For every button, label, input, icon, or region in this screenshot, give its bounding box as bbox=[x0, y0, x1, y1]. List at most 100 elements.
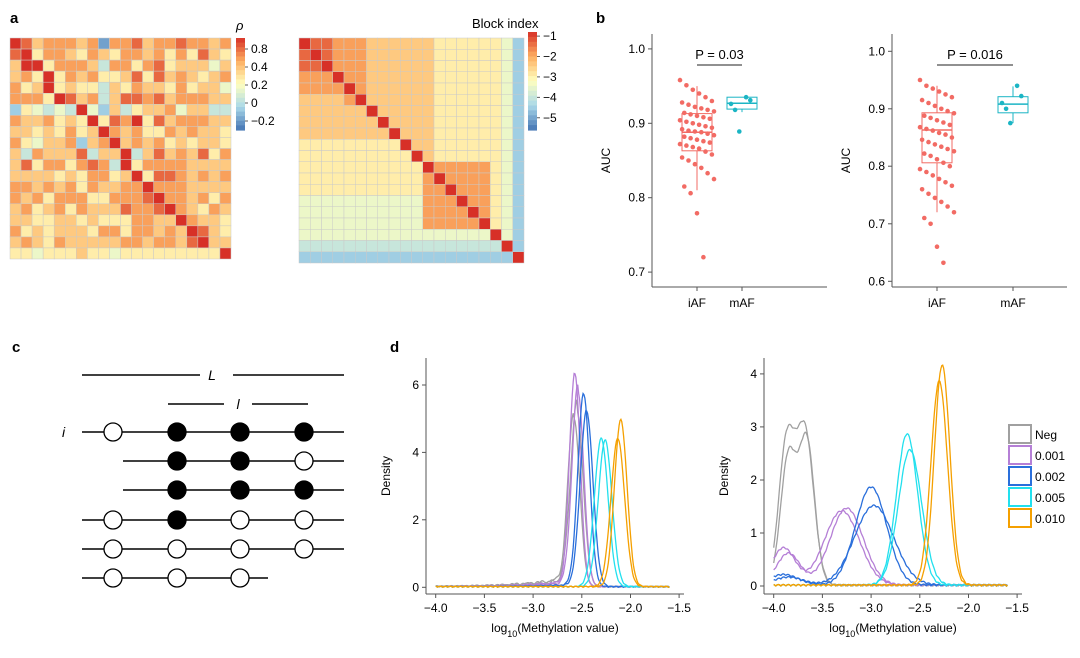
unmethylated-site bbox=[103, 422, 123, 442]
heatmap-cell bbox=[433, 105, 446, 117]
heatmap-cell bbox=[186, 93, 199, 105]
heatmap-cell bbox=[219, 214, 232, 227]
heatmap-cell bbox=[490, 240, 502, 252]
data-point bbox=[936, 176, 942, 182]
heatmap-cell bbox=[31, 37, 44, 50]
heatmap-cell bbox=[120, 115, 132, 127]
heatmap-cell bbox=[65, 59, 77, 72]
colorbar-segment bbox=[528, 100, 537, 107]
heatmap-cell bbox=[501, 139, 513, 151]
data-point bbox=[919, 97, 925, 103]
heatmap-cell bbox=[411, 105, 423, 117]
heatmap-cell bbox=[87, 115, 99, 127]
heatmap-cell bbox=[400, 37, 412, 50]
heatmap-cell bbox=[175, 37, 188, 50]
heatmap-cell bbox=[65, 70, 77, 83]
heatmap-cell bbox=[109, 236, 121, 249]
colorbar-segment bbox=[528, 95, 537, 102]
heatmap-cell bbox=[65, 192, 77, 204]
heatmap-cell bbox=[53, 225, 66, 238]
x-tick-label: −2.5 bbox=[908, 601, 932, 615]
heatmap-cell bbox=[366, 94, 378, 106]
colorbar-segment bbox=[528, 125, 537, 131]
heatmap-cell bbox=[512, 71, 525, 84]
heatmap-cell bbox=[153, 214, 165, 227]
data-point bbox=[682, 134, 687, 139]
heatmap-cell bbox=[219, 192, 232, 204]
heatmap-cell bbox=[343, 139, 356, 151]
heatmap-cell bbox=[186, 59, 199, 72]
data-point bbox=[711, 132, 717, 138]
heatmap-cell bbox=[76, 70, 88, 83]
heatmap-cell bbox=[175, 81, 188, 94]
data-point bbox=[917, 124, 923, 130]
heatmap-cell bbox=[377, 240, 390, 252]
heatmap-cell bbox=[512, 217, 525, 230]
heatmap-cell bbox=[490, 49, 502, 61]
heatmap-cell bbox=[456, 60, 468, 72]
heatmap-cell bbox=[490, 251, 502, 264]
heatmap-cell bbox=[164, 115, 176, 127]
heatmap-cell bbox=[467, 229, 480, 241]
data-point bbox=[928, 153, 933, 159]
heatmap-cell bbox=[164, 192, 176, 204]
heatmap-cell bbox=[310, 60, 322, 72]
heatmap-cell bbox=[377, 127, 390, 140]
data-point bbox=[686, 128, 691, 133]
heatmap-cell bbox=[388, 71, 401, 84]
heatmap-cell bbox=[142, 159, 154, 171]
heatmap-cell bbox=[175, 59, 188, 72]
heatmap-cell bbox=[366, 139, 378, 151]
heatmap-cell bbox=[208, 48, 221, 61]
y-tick-label: 0.6 bbox=[868, 274, 885, 288]
heatmap-cell bbox=[400, 206, 412, 219]
y-axis-label: AUC bbox=[599, 148, 613, 174]
heatmap-cell bbox=[31, 137, 44, 149]
heatmap-cell bbox=[355, 60, 367, 72]
colorbar-segment bbox=[528, 51, 537, 58]
heatmap-cell bbox=[9, 214, 22, 227]
heatmap-cell bbox=[400, 116, 412, 129]
heatmap-cell bbox=[388, 105, 401, 117]
heatmap-cell bbox=[131, 192, 143, 204]
heatmap-cell bbox=[501, 105, 513, 117]
heatmap-cell bbox=[76, 170, 88, 182]
legend-label: 0.010 bbox=[1035, 512, 1065, 526]
heatmap-cell bbox=[65, 225, 77, 238]
heatmap-cell bbox=[478, 217, 491, 230]
heatmap-cell bbox=[456, 116, 468, 129]
heatmap-cell bbox=[120, 148, 132, 160]
heatmap-cell bbox=[332, 150, 345, 162]
heatmap-cell bbox=[186, 37, 199, 50]
heatmap-cell bbox=[445, 229, 457, 241]
heatmap-cell bbox=[490, 195, 502, 207]
data-point bbox=[934, 118, 940, 123]
heatmap-cell bbox=[501, 71, 513, 84]
heatmap-cell bbox=[366, 127, 378, 140]
data-point bbox=[941, 260, 946, 266]
heatmap-cell bbox=[343, 82, 356, 95]
x-tick-label: −3.5 bbox=[473, 601, 497, 615]
heatmap-cell bbox=[467, 94, 480, 106]
heatmap-cell bbox=[445, 240, 457, 252]
heatmap-cell bbox=[219, 70, 232, 83]
heatmap-cell bbox=[208, 37, 221, 50]
heatmap-cell bbox=[142, 181, 154, 193]
y-tick-label: 4 bbox=[750, 367, 757, 381]
methylated-site bbox=[230, 451, 250, 471]
heatmap-cell bbox=[467, 150, 480, 162]
heatmap-cell bbox=[467, 195, 480, 207]
heatmap-cell bbox=[343, 217, 356, 230]
heatmap-cell bbox=[411, 161, 423, 174]
density-curve-0.005 bbox=[435, 436, 670, 589]
density-curve-0.010 bbox=[435, 418, 670, 589]
density-curve-Neg bbox=[435, 413, 670, 589]
heatmap-cell bbox=[9, 37, 22, 50]
heatmap-cell bbox=[298, 161, 311, 174]
y-tick-label: 3 bbox=[750, 420, 757, 434]
heatmap-cell bbox=[219, 181, 232, 193]
colorbar-segment bbox=[236, 61, 245, 67]
heatmap-cell bbox=[411, 184, 423, 196]
heatmap-cell bbox=[445, 195, 457, 207]
heatmap-cell bbox=[332, 37, 345, 50]
